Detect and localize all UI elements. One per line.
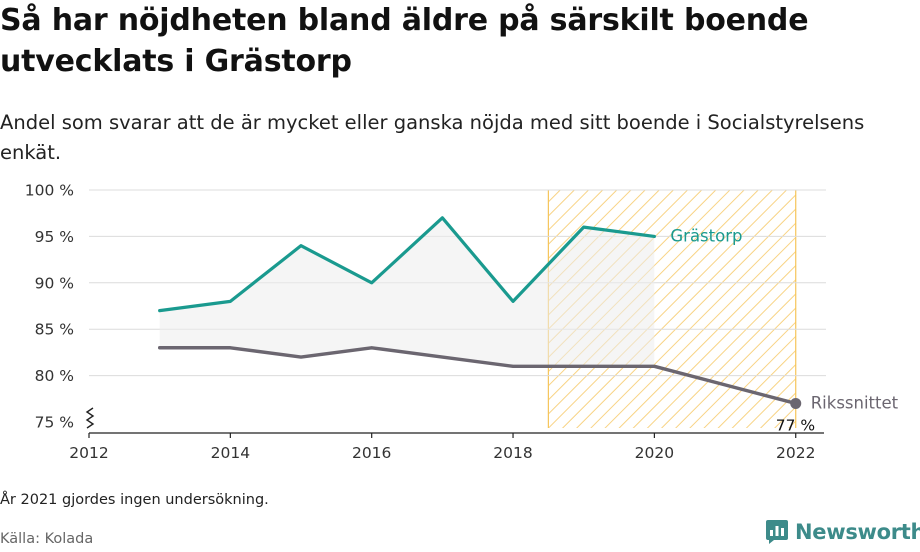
x-tick-label: 2014 [211, 444, 250, 462]
series-end-point [790, 397, 802, 409]
y-tick-label: 100 % [25, 182, 74, 200]
series-label: Rikssnittet [811, 393, 899, 412]
series-label: Grästorp [670, 226, 742, 245]
newsworthy-chat-icon [766, 520, 788, 544]
gap-area [159, 217, 655, 367]
y-tick-label: 95 % [35, 228, 74, 246]
chart-subtitle: Andel som svarar att de är mycket eller … [0, 111, 865, 164]
x-tick-label: 2020 [635, 444, 674, 462]
x-tick-label: 2016 [352, 444, 391, 462]
series-line [158, 216, 656, 313]
x-tick-label: 2012 [69, 444, 108, 462]
data-label: 77 % [776, 416, 815, 434]
newsworthy-logo: Newsworthy [765, 519, 920, 545]
y-tick-label: 90 % [35, 274, 74, 292]
chart-title: Så har nöjdheten bland äldre på särskilt… [0, 3, 809, 79]
brand-name: Newsworthy [795, 520, 920, 544]
series-line [157, 346, 798, 406]
chart-note: År 2021 gjordes ingen undersökning. [0, 492, 269, 508]
chart-source: Källa: Kolada [0, 531, 94, 547]
x-tick-label: 2022 [776, 444, 815, 462]
x-tick-label: 2018 [493, 444, 532, 462]
y-tick-label: 85 % [35, 321, 74, 339]
axis-break-icon [85, 407, 95, 429]
y-tick-label: 80 % [35, 367, 74, 385]
y-tick-label: 75 % [35, 414, 74, 432]
